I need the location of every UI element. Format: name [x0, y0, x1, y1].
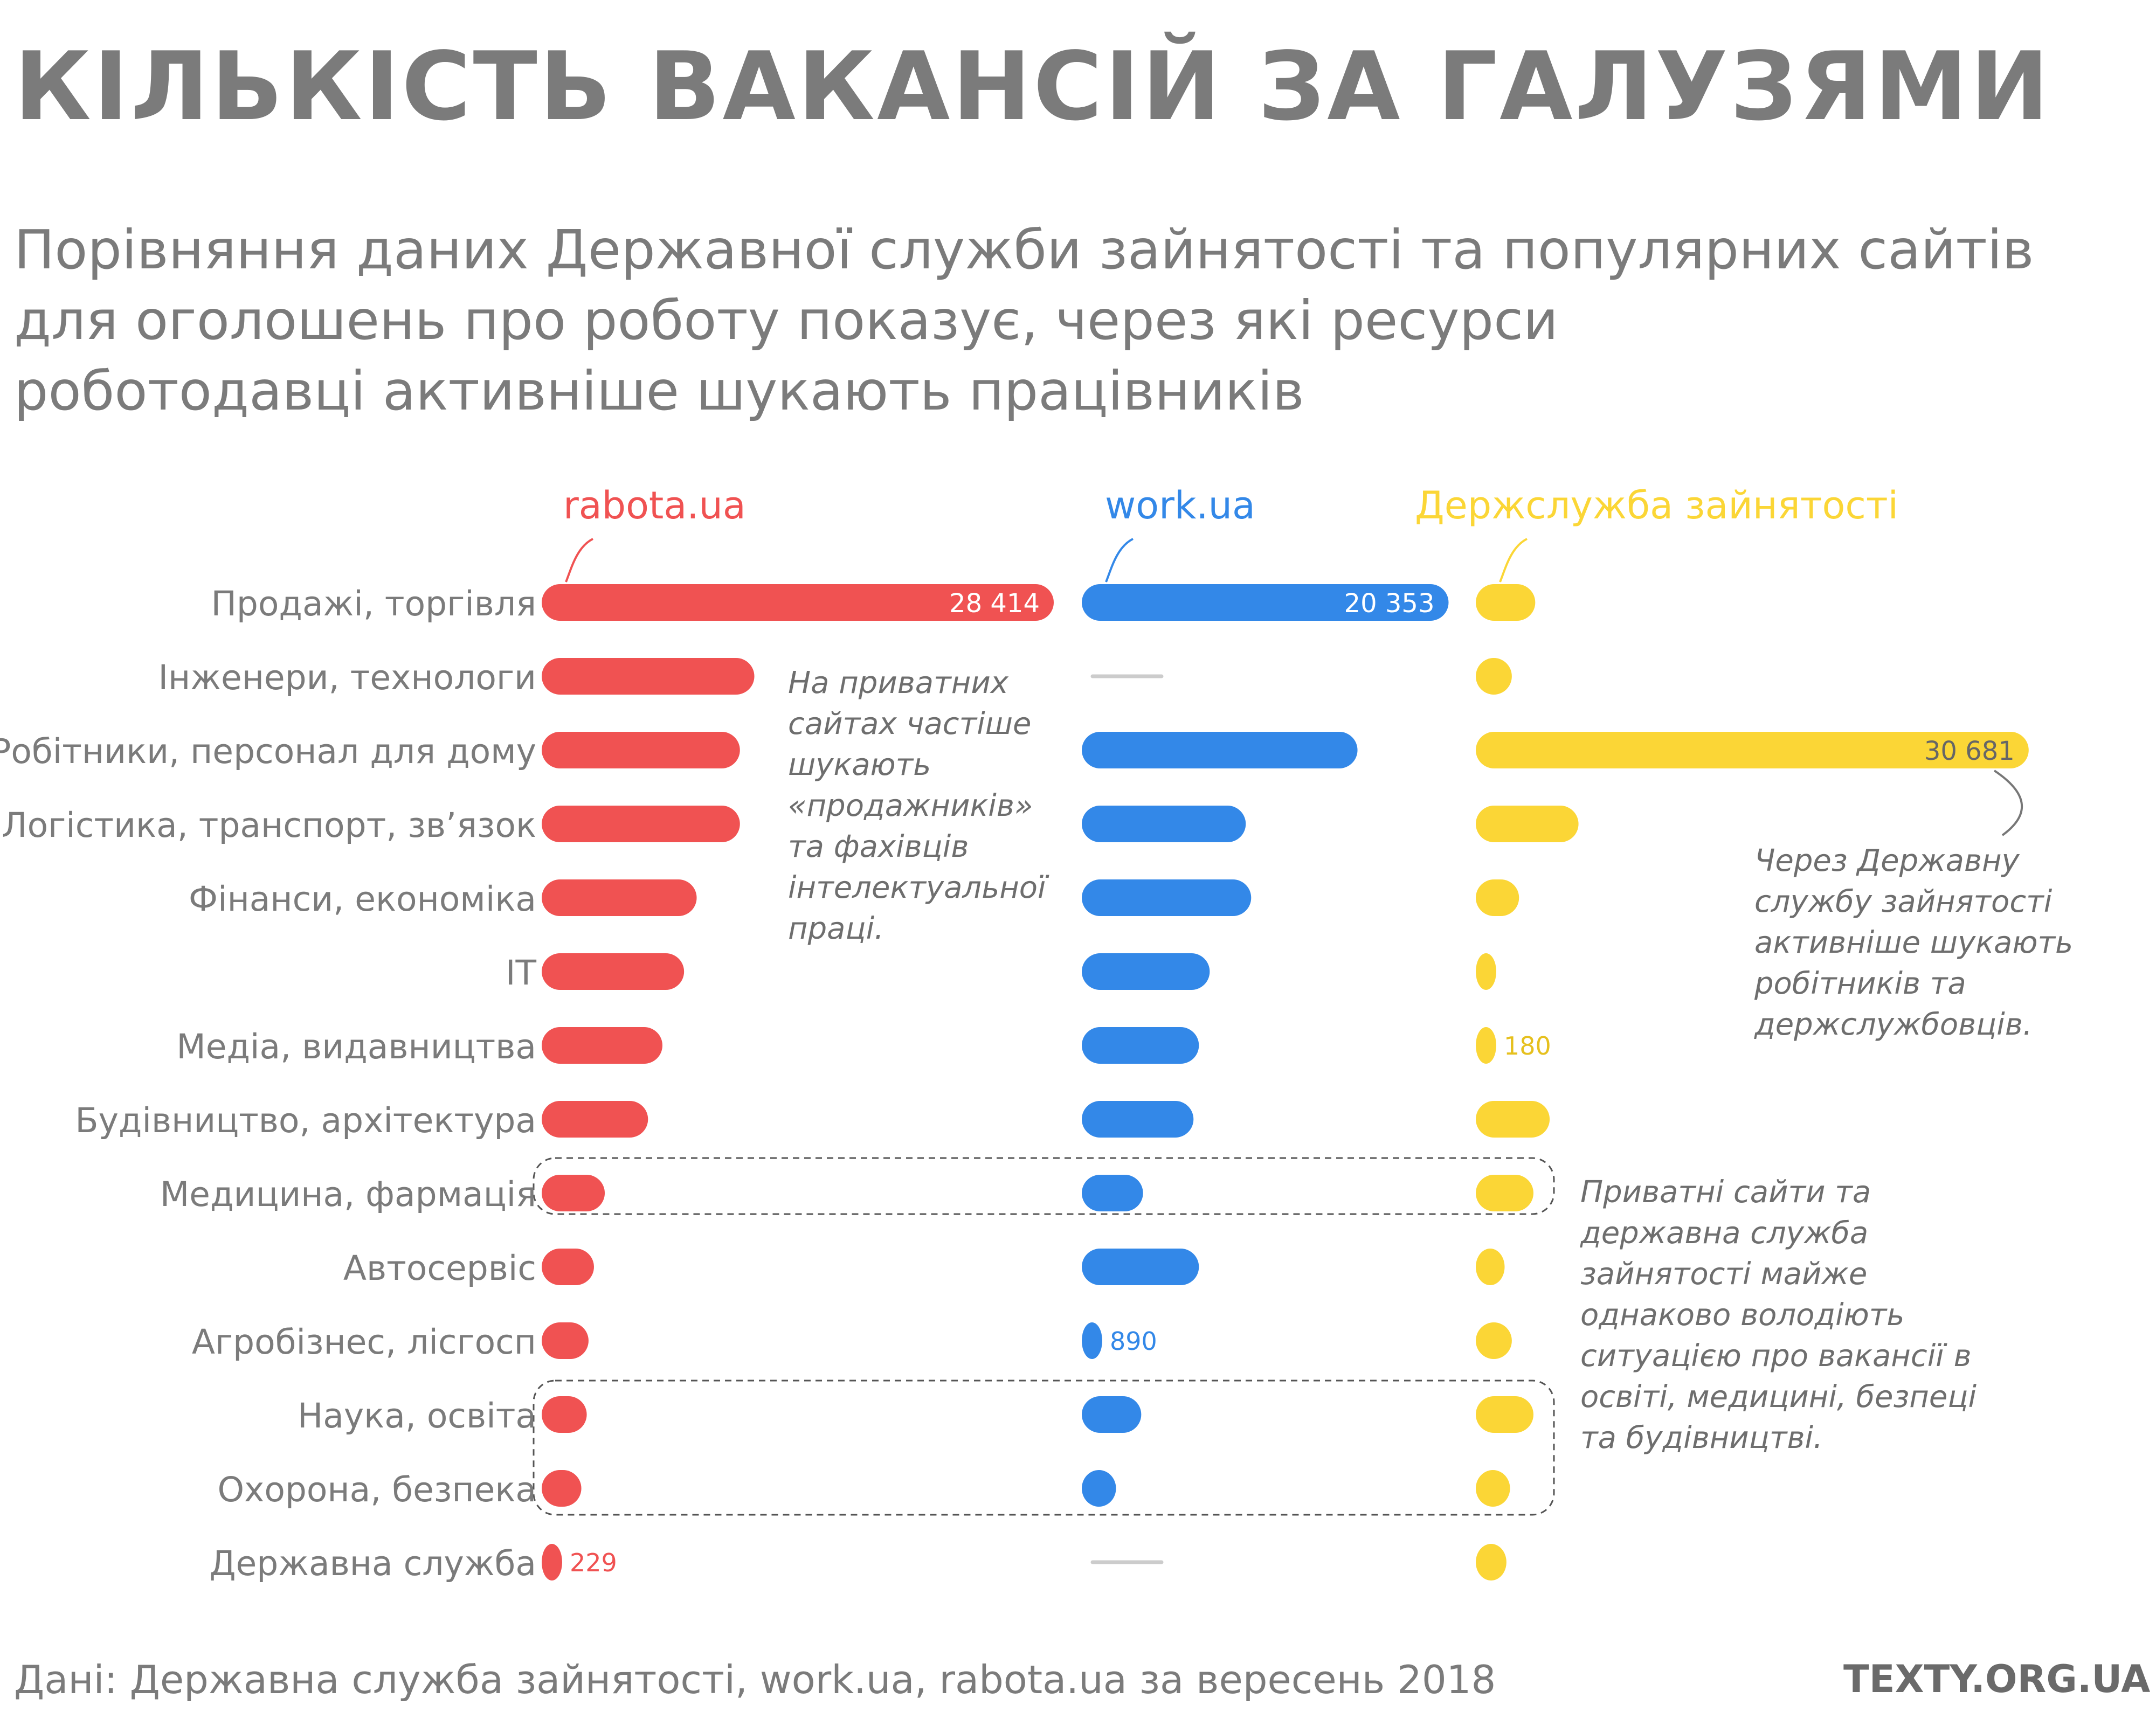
- subtitle-line-2: для оголошень про роботу показує, через …: [14, 289, 1559, 352]
- bar: [542, 1544, 562, 1581]
- annotation-line: На приватних: [788, 666, 1008, 701]
- annotation-line: сайтах частіше: [788, 706, 1032, 741]
- category-label: Медіа, видавництва: [176, 1027, 536, 1066]
- annotation-line: та фахівців: [788, 829, 969, 864]
- legend-dsz: Держслужба зайнятості: [1415, 483, 1898, 528]
- bar: [1476, 1175, 1533, 1211]
- category-label: Наука, освіта: [298, 1396, 536, 1436]
- annotation-line: службу зайнятості: [1754, 884, 2053, 919]
- bar: [542, 879, 697, 916]
- bar: [1476, 879, 1519, 916]
- annotation-line: освіті, медицині, безпеці: [1580, 1380, 1977, 1415]
- bar: [1476, 658, 1512, 695]
- group-box-education-security: [533, 1380, 1555, 1516]
- bar: [542, 1470, 582, 1507]
- bar: [1082, 1322, 1102, 1359]
- annotation-line: однаково володіють: [1580, 1298, 1905, 1333]
- legend-rabota: rabota.ua: [563, 483, 746, 528]
- bar: [1476, 1470, 1510, 1507]
- category-label: Логістика, транспорт, зв’язок: [2, 806, 536, 845]
- bar: [1476, 1396, 1533, 1433]
- bar: [1476, 1322, 1512, 1359]
- bar: [542, 732, 740, 768]
- legend-connector: [565, 538, 593, 583]
- subtitle-line-1: Порівняння даних Державної служби зайнят…: [14, 218, 2034, 281]
- annotation-line: активніше шукають: [1754, 925, 2074, 960]
- bar: [1476, 1101, 1550, 1138]
- bar: [1082, 1175, 1143, 1211]
- bar: [1082, 806, 1246, 842]
- bar: [1082, 1396, 1142, 1433]
- category-label: Агробізнес, лісгосп: [192, 1322, 536, 1362]
- category-label: Продажі, торгівля: [211, 584, 536, 623]
- legend-work: work.ua: [1105, 483, 1255, 528]
- annotation-line: праці.: [788, 911, 884, 946]
- annotation-line: та будівництві.: [1580, 1420, 1823, 1455]
- bar: [542, 806, 740, 842]
- bar: [1082, 584, 1449, 621]
- bar: [1476, 1249, 1505, 1285]
- bar: [1082, 1470, 1116, 1507]
- category-label: Автосервіс: [343, 1249, 536, 1288]
- annotation-connector: [1993, 770, 2023, 836]
- subtitle-line-3: роботодавці активніше шукають працівникі…: [14, 359, 1304, 422]
- group-box-medicine: [533, 1157, 1555, 1215]
- bar: [1476, 1027, 1496, 1064]
- annotation-line: шукають: [788, 747, 931, 782]
- bar: [1082, 1027, 1199, 1064]
- bar: [542, 658, 755, 695]
- source-note: Дані: Державна служба зайнятості, work.u…: [14, 1657, 1496, 1702]
- bar: [542, 1101, 648, 1138]
- annotation-line: зайнятості майже: [1580, 1257, 1868, 1292]
- category-label: Інженери, технологи: [158, 658, 536, 697]
- category-label: Охорона, безпека: [217, 1470, 536, 1509]
- annotation-line: робітників та: [1754, 966, 1966, 1001]
- data-label: 28 414: [949, 588, 1040, 619]
- chart-title: КІЛЬКІСТЬ ВАКАНСІЙ ЗА ГАЛУЗЯМИ: [14, 32, 2051, 142]
- bar: [542, 953, 685, 990]
- category-label: Державна служба: [209, 1544, 536, 1583]
- annotation-line: державна служба: [1580, 1216, 1869, 1251]
- bar: [1476, 584, 1536, 621]
- legend-connector: [1499, 538, 1528, 583]
- annotation-line: ситуацією про вакансії в: [1580, 1339, 1972, 1374]
- bar: [1082, 732, 1358, 768]
- bar: [542, 1175, 605, 1211]
- category-label: IT: [506, 953, 537, 993]
- annotation-line: Через Державну: [1754, 843, 2020, 878]
- bar: [1476, 806, 1579, 842]
- data-label: 229: [570, 1548, 617, 1577]
- bar: [1082, 1101, 1194, 1138]
- annotation-line: інтелектуальної: [788, 870, 1046, 905]
- annotation-state-service: Через Державну службу зайнятості активні…: [1754, 841, 2073, 1045]
- bar: [542, 1396, 587, 1433]
- bar: [542, 1249, 594, 1285]
- category-label: Робітники, персонал для дому: [0, 732, 536, 771]
- bar: [1476, 953, 1496, 990]
- bar: [542, 1322, 589, 1359]
- annotation-private-sites: На приватних сайтах частіше шукають «про…: [788, 663, 1046, 949]
- bar: [1082, 879, 1252, 916]
- category-label: Медицина, фармація: [160, 1175, 536, 1214]
- bar: [1082, 1249, 1199, 1285]
- bar: [1476, 732, 2029, 768]
- bar: [1082, 953, 1210, 990]
- bar: [542, 584, 1054, 621]
- data-label: 180: [1504, 1031, 1551, 1060]
- annotation-equal-coverage: Приватні сайти та державна служба зайнят…: [1580, 1172, 1977, 1459]
- annotation-line: Приватні сайти та: [1580, 1175, 1871, 1210]
- data-label: 890: [1110, 1327, 1157, 1356]
- legend-connector: [1105, 538, 1134, 583]
- data-label: 20 353: [1344, 588, 1435, 619]
- data-label: 30 681: [1924, 736, 2015, 766]
- annotation-line: держслужбовців.: [1754, 1007, 2033, 1042]
- brand-logo-text[interactable]: TEXTY.ORG.UA: [1843, 1657, 2151, 1701]
- chart-subtitle: Порівняння даних Державної служби зайнят…: [14, 214, 2062, 426]
- bar: [1476, 1544, 1507, 1581]
- annotation-line: «продажників»: [788, 788, 1033, 823]
- category-label: Будівництво, архітектура: [75, 1101, 536, 1140]
- bar: [542, 1027, 663, 1064]
- category-label: Фінанси, економіка: [189, 879, 536, 919]
